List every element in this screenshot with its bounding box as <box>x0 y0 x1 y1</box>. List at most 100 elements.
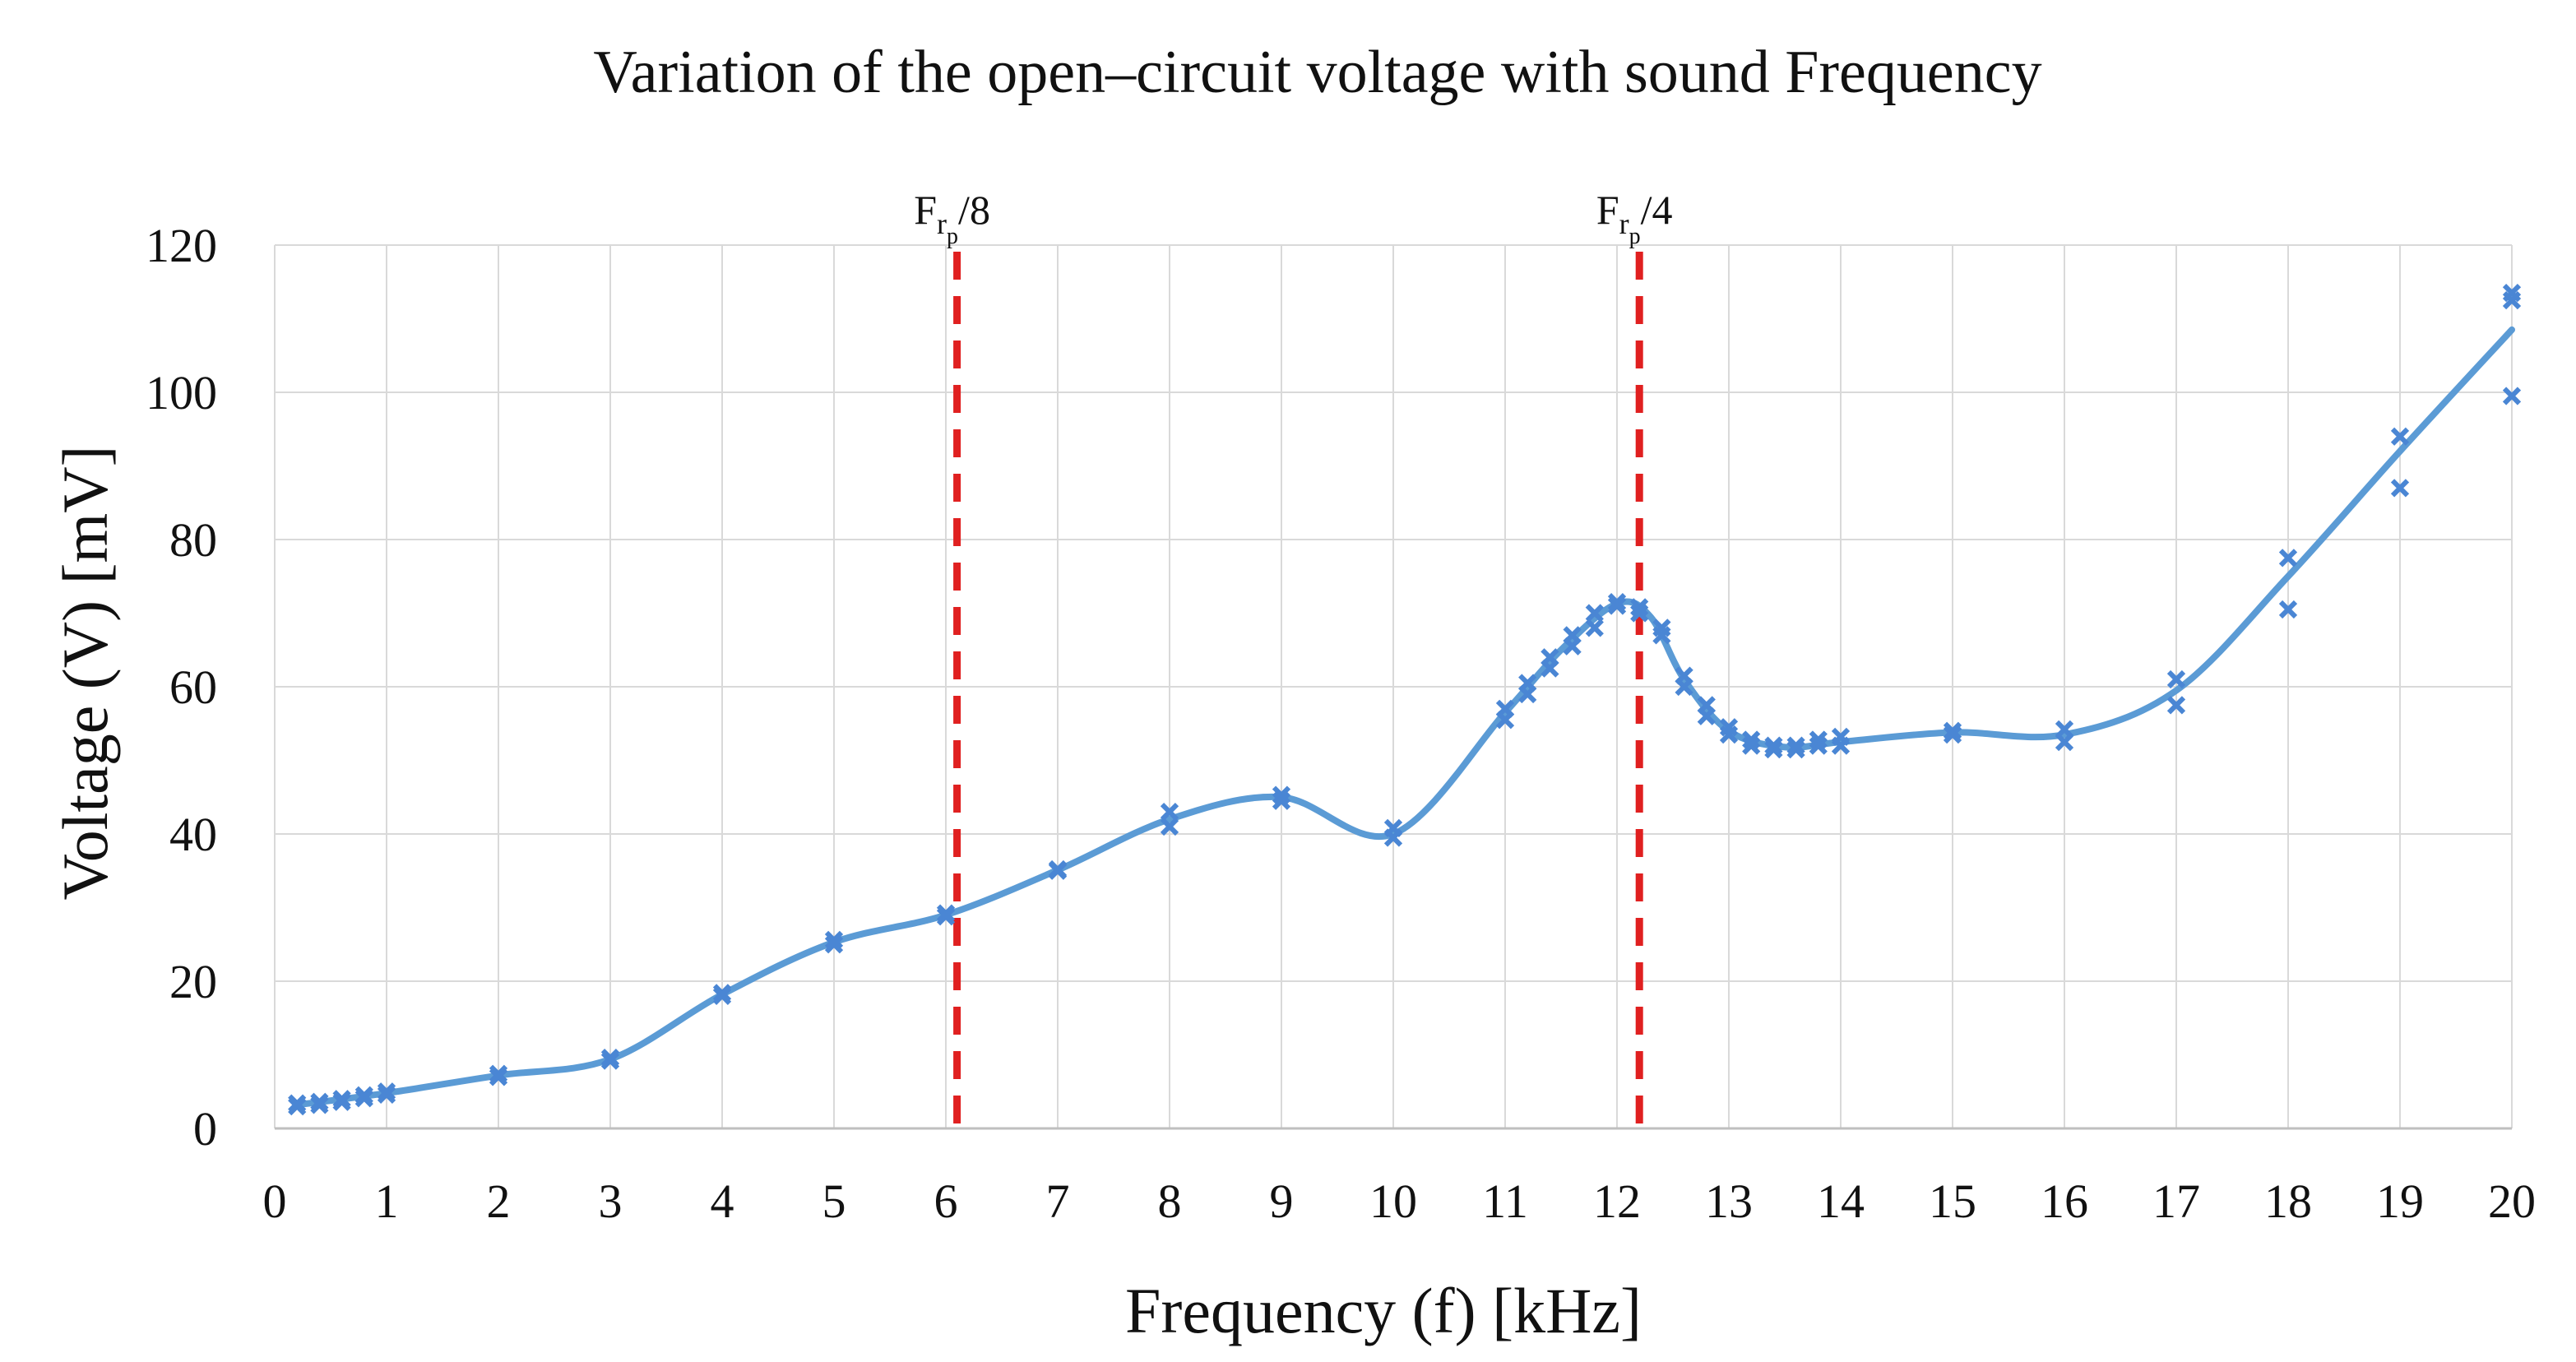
data-point-stroke <box>1742 730 1761 749</box>
y-axis-title: Voltage (V) [mV] <box>49 445 121 900</box>
y-tick-label: 120 <box>146 219 217 272</box>
data-point-stroke <box>288 1094 307 1113</box>
data-point <box>1630 604 1649 623</box>
data-point <box>1809 736 1828 755</box>
data-point-stroke <box>2390 479 2410 498</box>
data-point <box>936 904 956 923</box>
data-point <box>1563 626 1582 645</box>
x-tick-label: 20 <box>2488 1174 2536 1228</box>
data-point-stroke <box>1697 696 1716 715</box>
data-point <box>2502 387 2522 405</box>
y-tick-label: 60 <box>169 660 217 714</box>
y-tick-label: 0 <box>193 1102 217 1156</box>
data-point <box>1607 592 1627 612</box>
data-point-stroke <box>1719 718 1739 737</box>
data-point <box>2502 284 2522 303</box>
chart-title: Variation of the open–circuit voltage wi… <box>593 39 2041 106</box>
data-point <box>1160 803 1179 822</box>
x-tick-label: 2 <box>487 1174 511 1228</box>
data-point <box>377 1082 396 1101</box>
x-tick-label: 19 <box>2376 1174 2424 1228</box>
data-point-stroke <box>1383 818 1403 837</box>
data-point-stroke <box>1943 725 1962 744</box>
data-point <box>1630 598 1649 617</box>
x-tick-label: 4 <box>711 1174 734 1228</box>
data-point <box>1786 739 1805 759</box>
data-point <box>2278 600 2298 619</box>
data-point-stroke <box>1585 618 1604 637</box>
data-point <box>1607 596 1627 615</box>
data-point <box>1652 618 1671 637</box>
data-point-stroke <box>310 1092 329 1111</box>
data-point-stroke <box>824 935 844 954</box>
data-point-stroke <box>1652 618 1671 637</box>
data-point <box>1742 736 1761 755</box>
data-point <box>354 1086 373 1105</box>
data-point-stroke <box>1160 803 1179 822</box>
data-point-stroke <box>1048 859 1068 879</box>
data-point-stroke <box>2278 600 2298 619</box>
data-point <box>1831 727 1851 746</box>
data-point <box>1764 739 1783 759</box>
annotation-lines: Frp/8 Frp/4 <box>914 187 1673 1130</box>
data-point-stroke <box>2502 387 2522 405</box>
data-point <box>310 1092 329 1111</box>
data-point-stroke <box>1518 674 1537 693</box>
data-point <box>1272 785 1291 804</box>
data-point <box>600 1048 620 1068</box>
data-point-stroke <box>377 1082 396 1101</box>
data-point-stroke <box>1541 648 1559 667</box>
x-tick-label: 1 <box>375 1174 399 1228</box>
data-point <box>1160 817 1179 836</box>
data-point <box>1048 859 1068 879</box>
data-point-stroke <box>2055 720 2074 739</box>
data-point <box>1719 718 1739 737</box>
data-point <box>1742 730 1761 749</box>
trend-line-group <box>294 326 2515 1109</box>
x-tick-label: 13 <box>1705 1174 1753 1228</box>
x-tick-labels: 0 1 2 3 4 5 6 7 8 9 10 11 12 13 14 15 16 17 18 19 20 <box>263 1174 2537 1228</box>
x-tick-label: 0 <box>263 1174 287 1228</box>
data-point <box>2166 696 2186 715</box>
data-point <box>2390 479 2410 498</box>
data-point-stroke <box>1585 604 1604 623</box>
x-tick-label: 7 <box>1046 1174 1070 1228</box>
data-point-stroke <box>1272 791 1291 810</box>
data-point <box>1541 648 1559 667</box>
data-point <box>332 1090 351 1109</box>
data-point-stroke <box>824 930 844 950</box>
x-tick-label: 11 <box>1482 1174 1528 1228</box>
data-point-stroke <box>332 1090 351 1109</box>
data-point-stroke <box>1786 739 1805 759</box>
data-point-stroke <box>489 1064 508 1083</box>
data-point <box>824 930 844 950</box>
y-tick-labels: 0 20 40 60 80 100 120 <box>146 219 217 1156</box>
data-points <box>288 284 2522 1116</box>
x-tick-label: 10 <box>1369 1174 1417 1228</box>
data-point-stroke <box>1809 736 1828 755</box>
data-point <box>1943 725 1962 744</box>
x-tick-label: 5 <box>822 1174 846 1228</box>
data-point-stroke <box>600 1048 620 1068</box>
data-point-stroke <box>1764 736 1783 755</box>
data-point <box>1764 736 1783 755</box>
x-tick-label: 12 <box>1593 1174 1641 1228</box>
data-point-stroke <box>2390 427 2410 446</box>
data-point-stroke <box>1160 817 1179 836</box>
data-point-stroke <box>1786 736 1805 755</box>
data-point <box>1383 818 1403 837</box>
data-point <box>489 1064 508 1083</box>
data-point <box>2390 427 2410 446</box>
data-point-stroke <box>1831 727 1851 746</box>
x-tick-label: 9 <box>1270 1174 1294 1228</box>
data-point <box>1495 699 1515 718</box>
data-point-stroke <box>1764 739 1783 759</box>
data-point-stroke <box>1630 604 1649 623</box>
data-point-stroke <box>1563 626 1582 645</box>
annotation-label: Frp/4 <box>1596 187 1673 249</box>
y-tick-label: 100 <box>146 366 217 419</box>
data-point <box>1697 696 1716 715</box>
data-point <box>824 935 844 954</box>
data-point <box>1272 791 1291 810</box>
